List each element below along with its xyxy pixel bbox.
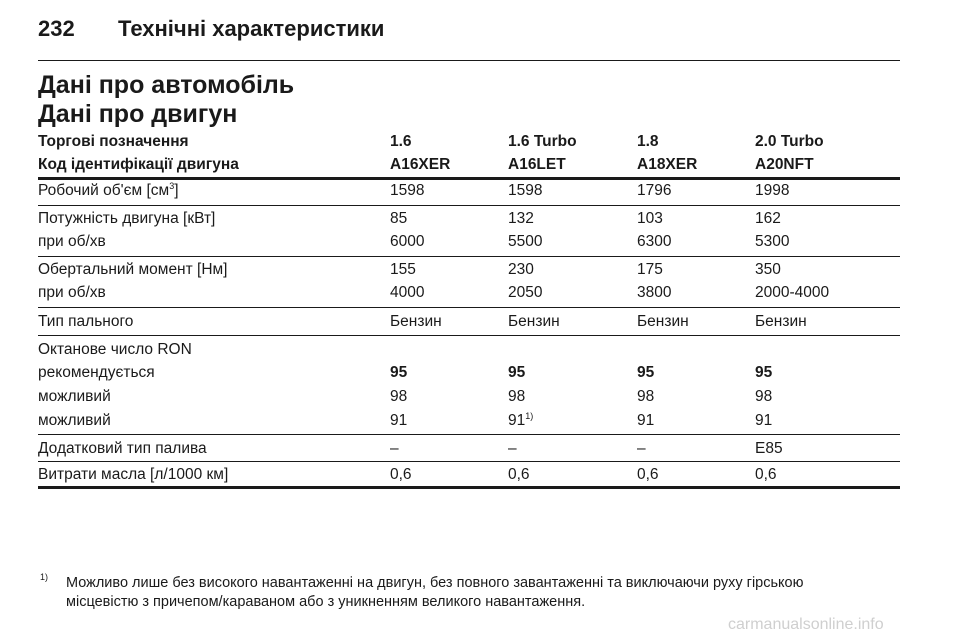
- table-cell: 5500: [508, 233, 543, 250]
- table-cell: 6300: [637, 233, 672, 250]
- page-number: 232: [38, 16, 75, 41]
- footnote-line-2: місцевістю з причепом/караваном або з ун…: [66, 594, 586, 610]
- table-cell: 95: [508, 364, 526, 381]
- row-label: Тип пального: [38, 313, 134, 330]
- table-cell: 4000: [390, 284, 425, 301]
- table-cell: 98: [390, 388, 408, 405]
- table-cell: 0,6: [508, 466, 530, 483]
- table-cell: 0,6: [390, 466, 412, 483]
- table-cell: 85: [390, 210, 408, 227]
- row-divider: [38, 307, 900, 308]
- row-label: при об/хв: [38, 284, 106, 301]
- table-cell: –: [637, 440, 646, 457]
- row-divider: [38, 461, 900, 462]
- heading-engine-data: Дані про двигун: [38, 100, 238, 128]
- row-label: Додатковий тип палива: [38, 440, 207, 457]
- row-label: Потужність двигуна [кВт]: [38, 210, 216, 227]
- row-divider: [38, 434, 900, 435]
- table-cell: 91: [390, 412, 408, 429]
- table-cell: 2000-4000: [755, 284, 830, 301]
- table-cell: 1598: [508, 182, 543, 199]
- table-cell: 2050: [508, 284, 543, 301]
- table-cell: 6000: [390, 233, 425, 250]
- header-label: Торгові позначення: [38, 133, 189, 150]
- header-cell: A16XER: [390, 156, 451, 173]
- table-cell: Бензин: [390, 313, 442, 330]
- header-cell: 2.0 Turbo: [755, 133, 824, 150]
- row-label: можливий: [38, 412, 111, 429]
- table-cell: 91: [755, 412, 773, 429]
- table-cell: 0,6: [637, 466, 659, 483]
- footnote-line-1: Можливо лише без високого навантаженні н…: [66, 575, 804, 591]
- row-divider: [38, 335, 900, 336]
- table-cell: Бензин: [755, 313, 807, 330]
- row-divider: [38, 256, 900, 257]
- footnote-mark: 1): [40, 572, 49, 582]
- table-cell: 1796: [637, 182, 672, 199]
- table-cell: 155: [390, 261, 416, 278]
- row-label: при об/хв: [38, 233, 106, 250]
- table-cell: Бензин: [637, 313, 689, 330]
- header-cell: A20NFT: [755, 156, 814, 173]
- table-cell: –: [508, 440, 517, 457]
- table-cell: 1998: [755, 182, 790, 199]
- table-cell: 98: [637, 388, 655, 405]
- row-label: Робочий об'єм [см3]: [38, 181, 179, 199]
- table-cell: Бензин: [508, 313, 560, 330]
- table-cell: 98: [755, 388, 773, 405]
- table-cell: 1598: [390, 182, 425, 199]
- table-cell: 911): [508, 411, 534, 429]
- table-cell: 132: [508, 210, 534, 227]
- table-cell: 175: [637, 261, 663, 278]
- table-cell: E85: [755, 440, 783, 457]
- header-cell: A16LET: [508, 156, 566, 173]
- row-label: рекомендується: [38, 364, 155, 381]
- table-cell: 0,6: [755, 466, 777, 483]
- header-cell: 1.6: [390, 133, 412, 150]
- table-cell: 5300: [755, 233, 790, 250]
- table-cell: 91: [637, 412, 655, 429]
- footnote-ref: 1): [525, 411, 534, 421]
- table-cell: 95: [390, 364, 408, 381]
- table-cell: 230: [508, 261, 534, 278]
- row-label: Обертальний момент [Нм]: [38, 261, 228, 278]
- table-cell: 98: [508, 388, 526, 405]
- table-cell: 95: [637, 364, 655, 381]
- row-label: Витрати масла [л/1000 км]: [38, 466, 229, 483]
- heading-vehicle-data: Дані про автомобіль: [38, 71, 295, 99]
- table-cell: 95: [755, 364, 773, 381]
- header-divider: [38, 60, 900, 61]
- table-bottom-rule: [38, 486, 900, 489]
- table-cell: 3800: [637, 284, 672, 301]
- watermark: carmanualsonline.info: [728, 616, 884, 633]
- table-cell: 162: [755, 210, 781, 227]
- table-header-rule: [38, 177, 900, 180]
- row-label: Октанове число RON: [38, 341, 192, 358]
- header-cell: 1.6 Turbo: [508, 133, 577, 150]
- table-cell: –: [390, 440, 399, 457]
- header-cell: 1.8: [637, 133, 659, 150]
- row-divider: [38, 205, 900, 206]
- section-title: Технічні характеристики: [118, 16, 385, 41]
- row-label: можливий: [38, 388, 111, 405]
- header-cell: A18XER: [637, 156, 698, 173]
- header-label: Код ідентифікації двигуна: [38, 156, 239, 173]
- table-cell: 350: [755, 261, 781, 278]
- table-cell: 103: [637, 210, 663, 227]
